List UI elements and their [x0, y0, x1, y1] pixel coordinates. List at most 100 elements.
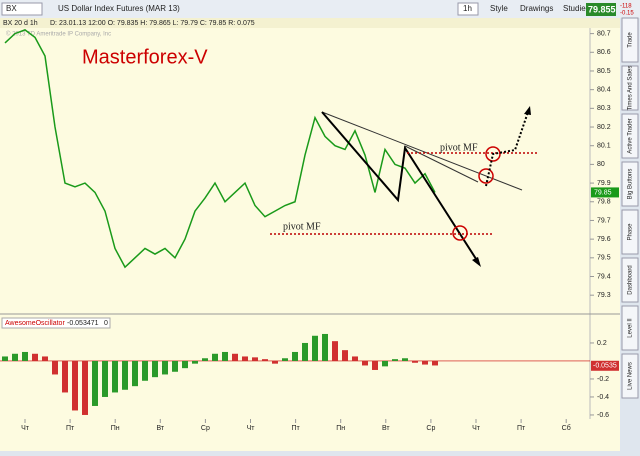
- study-title: AwesomeOscillator: [5, 320, 65, 327]
- symbol[interactable]: BX: [6, 4, 17, 13]
- study-zero: 0: [104, 320, 108, 327]
- side-tab-label[interactable]: Trade: [628, 32, 634, 48]
- x-tick-label: Пн: [336, 425, 345, 432]
- side-tab[interactable]: [621, 257, 639, 303]
- brand: Masterforex-V: [82, 46, 208, 68]
- side-tab[interactable]: [621, 161, 639, 207]
- side-tab-label[interactable]: Dashboard: [628, 265, 634, 294]
- osc-bar: [272, 360, 278, 364]
- osc-bar: [2, 356, 8, 361]
- x-tick-label: Чт: [21, 425, 30, 432]
- style-btn[interactable]: Style: [490, 4, 508, 13]
- price-line: [4, 29, 436, 269]
- x-tick-label: Чт: [472, 425, 481, 432]
- osc-bar: [122, 360, 128, 390]
- last-value-box: [591, 187, 619, 198]
- osc-bar: [242, 356, 248, 361]
- y-tick-label: 79.8: [597, 199, 611, 206]
- drawings-btn[interactable]: Drawings: [520, 4, 553, 13]
- osc-bar: [402, 358, 408, 361]
- osc-bar: [72, 360, 78, 411]
- symbol-box[interactable]: [1, 2, 43, 16]
- y-tick-label: 80.7: [597, 30, 611, 37]
- osc-bar: [282, 358, 288, 361]
- x-tick-label: Сб: [562, 424, 571, 432]
- circle: [485, 146, 501, 162]
- x-tick-label: Пн: [111, 425, 120, 432]
- osc-bar: [332, 341, 338, 361]
- studies-btn[interactable]: Studies: [563, 4, 590, 13]
- y-tick-label: 0.2: [597, 340, 607, 347]
- osc-bar: [212, 353, 218, 361]
- y-tick-label: 80.3: [597, 105, 611, 112]
- x-tick-label: Вт: [382, 425, 390, 432]
- osc-bar: [62, 360, 68, 393]
- osc-bar: [312, 335, 318, 361]
- side-tab-label[interactable]: Phase: [628, 223, 634, 241]
- osc-bar: [322, 333, 328, 361]
- y-tick-label: -0.6: [597, 412, 609, 419]
- osc-bar: [412, 360, 418, 363]
- osc-bar: [92, 360, 98, 406]
- time-axis-bg: [0, 419, 620, 451]
- drawings: [270, 106, 537, 267]
- arrow-head: [472, 257, 481, 267]
- side-tab[interactable]: [621, 65, 639, 111]
- change: -118: [620, 4, 632, 10]
- period[interactable]: 1h: [463, 4, 472, 13]
- side-tab[interactable]: [621, 209, 639, 255]
- instrument: US Dollar Index Futures (MAR 13): [58, 4, 180, 13]
- osc-bar: [292, 351, 298, 361]
- osc-bar: [42, 356, 48, 361]
- arrow-head: [524, 106, 531, 115]
- osc-bar: [202, 358, 208, 361]
- pivot-label: pivot MF: [440, 142, 478, 153]
- side-tab-label[interactable]: Active Trader: [628, 118, 634, 153]
- osc-bar: [422, 360, 428, 365]
- osc-bar: [22, 351, 28, 361]
- pivot-label: pivot MF: [283, 221, 321, 232]
- y-tick-label: 79.9: [597, 180, 611, 187]
- side-tab-label[interactable]: Live News: [628, 362, 634, 390]
- osc-bar: [302, 342, 308, 361]
- last-value-label: -0.0535: [593, 363, 617, 370]
- dotted-path: [485, 111, 529, 187]
- osc-bar: [52, 360, 58, 375]
- toolbar: [0, 0, 640, 18]
- period-btn[interactable]: [457, 2, 479, 16]
- osc-bar: [162, 360, 168, 375]
- osc-bar: [112, 360, 118, 393]
- osc-bar: [232, 353, 238, 361]
- side-tab[interactable]: [621, 113, 639, 159]
- osc-bar: [192, 360, 198, 364]
- side-tab[interactable]: [621, 17, 639, 63]
- side-tab-label[interactable]: Level II: [628, 318, 634, 338]
- change-pct: -0.15: [620, 11, 634, 17]
- side-tab-label[interactable]: Big Buttons: [628, 169, 634, 200]
- osc-bar: [432, 360, 438, 366]
- y-tick-label: 79.7: [597, 217, 611, 224]
- y-tick-label: 79.6: [597, 236, 611, 243]
- side-tab[interactable]: [621, 353, 639, 399]
- x-tick-label: Ср: [426, 425, 435, 432]
- side-tab[interactable]: [621, 305, 639, 351]
- trend-line: [404, 145, 479, 183]
- osc-bar: [12, 353, 18, 361]
- osc-bar: [32, 353, 38, 361]
- y-tick-label: -0.4: [597, 394, 609, 401]
- wave: [321, 111, 479, 263]
- osc-bar: [342, 350, 348, 361]
- osc-bar: [152, 360, 158, 378]
- info: D: 23.01.13 12:00 O: 79.835 H: 79.865 L:…: [50, 20, 255, 27]
- y-tick-label: 79.3: [597, 292, 611, 299]
- osc-bar: [82, 360, 88, 415]
- circle: [452, 225, 468, 241]
- x-tick-label: Пт: [517, 425, 526, 432]
- y-tick-label: 80.2: [597, 124, 611, 131]
- side-tab-label[interactable]: Times And Sales: [628, 66, 634, 111]
- study-title-box: [1, 317, 111, 329]
- osc-bar: [182, 360, 188, 369]
- osc-bar: [132, 360, 138, 387]
